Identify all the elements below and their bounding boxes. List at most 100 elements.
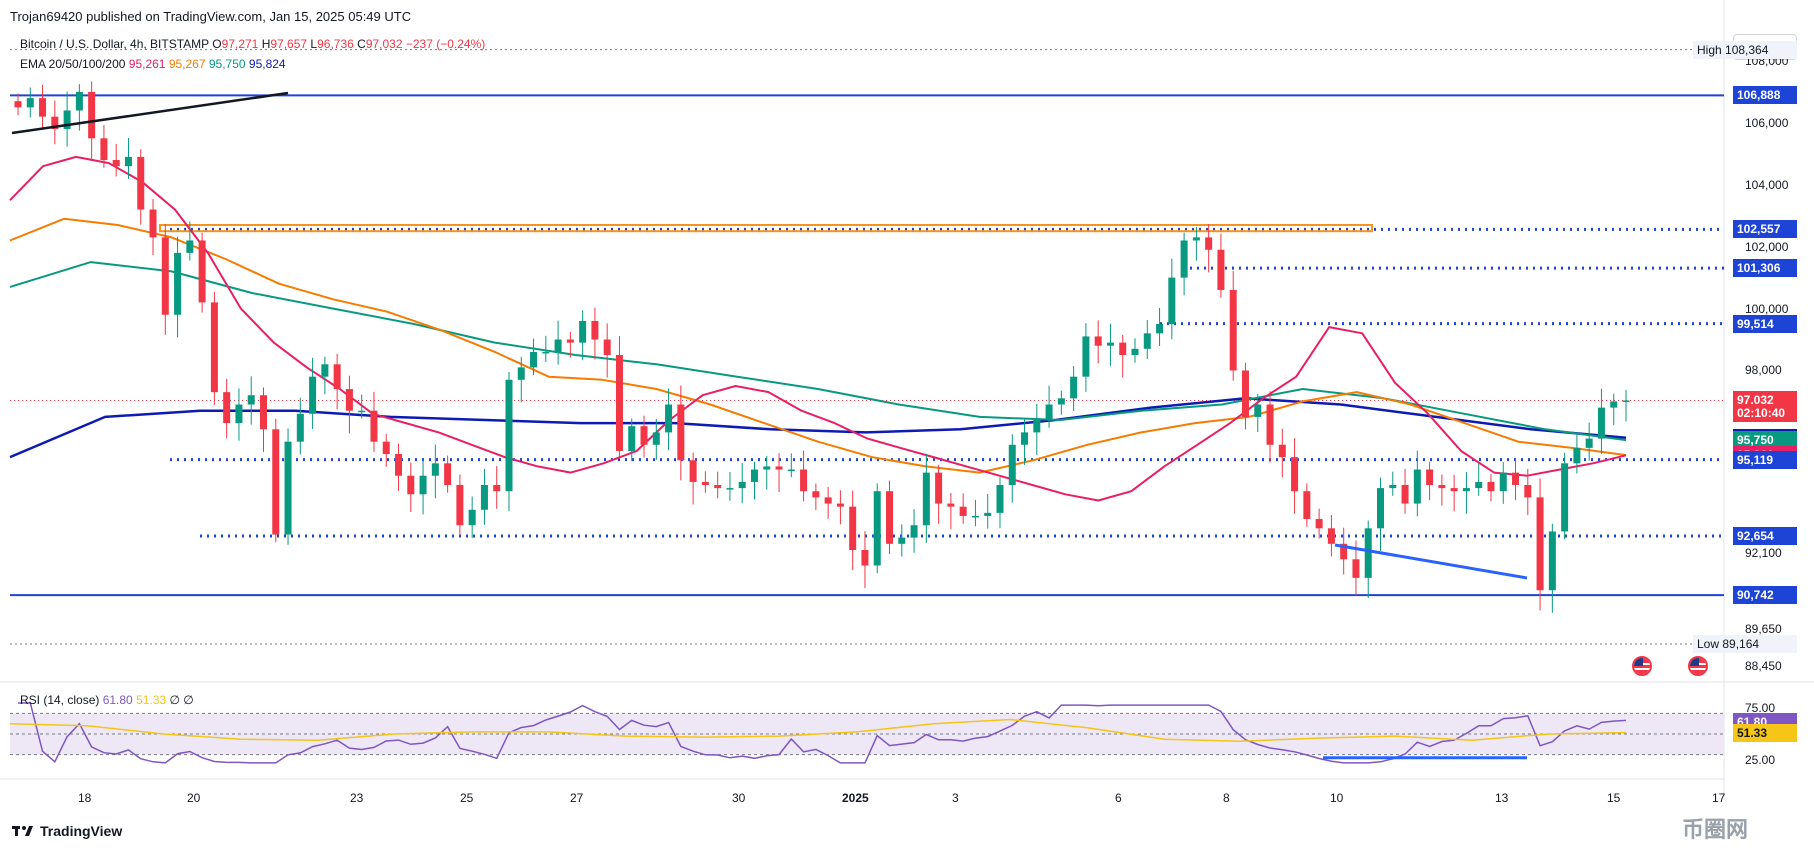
rsi-band <box>10 713 1724 755</box>
ema100-line <box>9 261 1627 442</box>
candle-body <box>1205 237 1213 250</box>
candle-body <box>1070 376 1078 399</box>
candle-body <box>1045 404 1053 420</box>
candle-body <box>345 389 353 411</box>
candle-body <box>615 355 623 451</box>
price-badge[interactable]: 95,119 <box>1733 450 1797 469</box>
candle-body <box>333 364 341 390</box>
us-flag-event-icon[interactable] <box>1632 656 1652 676</box>
ema20-value: 95,261 <box>128 57 166 71</box>
time-tick-label: 27 <box>570 791 584 805</box>
time-tick-label: 17 <box>1712 791 1726 805</box>
candle-body <box>984 512 992 516</box>
candle-body <box>824 497 832 504</box>
ema-legend[interactable]: EMA 20/50/100/200 95,261 95,267 95,750 9… <box>20 57 286 71</box>
candle-body <box>480 485 488 510</box>
candle-body <box>800 469 808 492</box>
candle-body <box>603 339 611 355</box>
low-marker: Low 89,164 <box>1693 634 1797 653</box>
rsi-line <box>18 702 1627 764</box>
time-tick-label: 18 <box>78 791 92 805</box>
candle-body <box>1610 401 1618 408</box>
candle-body <box>996 485 1004 513</box>
candle-body <box>935 472 943 504</box>
candle-body <box>1364 528 1372 578</box>
candle-body <box>1278 444 1286 458</box>
open-value: 97,271 <box>221 37 259 51</box>
candle-body <box>39 98 47 117</box>
candle-body <box>1499 472 1507 492</box>
candle-body <box>836 503 844 507</box>
ema50-value: 95,267 <box>168 57 206 71</box>
rsi-value: 61.80 <box>102 693 133 707</box>
candle-body <box>161 237 169 315</box>
candle-body <box>1548 531 1556 591</box>
candle-body <box>1462 488 1470 492</box>
rsi-ma-badge[interactable]: 51.33 <box>1733 723 1797 742</box>
tradingview-icon <box>12 826 33 836</box>
time-tick-label: 8 <box>1223 791 1230 805</box>
candle-body <box>358 410 366 413</box>
candle-body <box>370 410 378 442</box>
candle-body <box>763 466 771 470</box>
candle-body <box>1266 404 1274 445</box>
candle-body <box>971 515 979 518</box>
close-value: 97,032 <box>365 37 403 51</box>
candle-body <box>738 481 746 489</box>
candle-body <box>947 503 955 507</box>
candle-body <box>14 101 22 108</box>
price-badge[interactable]: 92,654 <box>1733 526 1797 545</box>
time-tick-label: 10 <box>1330 791 1344 805</box>
price-badge[interactable]: 102,557 <box>1733 220 1797 239</box>
candle-body <box>1561 463 1569 532</box>
low-value: 96,736 <box>317 37 354 51</box>
candle-body <box>63 110 71 130</box>
rsi-legend[interactable]: RSI (14, close) 61.80 51.33 ∅ ∅ <box>20 693 194 707</box>
candle-body <box>1119 342 1127 355</box>
candle-body <box>444 463 452 485</box>
candle-body <box>1094 336 1102 346</box>
tradingview-logo[interactable]: TradingView <box>12 823 122 839</box>
rsi-ma-line <box>9 718 1627 742</box>
price-badge[interactable]: 99,514 <box>1733 314 1797 333</box>
candle-body <box>431 463 439 476</box>
rsi-ma-value: 51.33 <box>136 693 167 707</box>
price-badge[interactable]: 90,742 <box>1733 586 1797 605</box>
candle-body <box>210 302 218 393</box>
candle-body <box>701 481 709 485</box>
candle-body <box>174 252 182 315</box>
candle-body <box>652 432 660 445</box>
price-badge[interactable]: 101,306 <box>1733 259 1797 278</box>
candle-body <box>456 485 464 526</box>
candle-body <box>591 320 599 340</box>
candle-body <box>1585 438 1593 448</box>
candle-body <box>296 413 304 442</box>
price-badge[interactable]: 02:10:40 <box>1733 404 1797 423</box>
time-tick-label: 20 <box>187 791 201 805</box>
candle-body <box>1475 481 1483 489</box>
candle-body <box>1512 472 1520 485</box>
candle-body <box>787 469 795 472</box>
candle-body <box>1524 485 1532 498</box>
candle-body <box>223 392 231 424</box>
price-badge[interactable]: 106,888 <box>1733 86 1797 105</box>
price-badge[interactable]: 95,750 <box>1733 431 1797 450</box>
rsi-label: RSI (14, close) <box>20 693 100 707</box>
candle-body <box>1291 457 1299 492</box>
candle-body <box>1082 336 1090 377</box>
price-tick-label: 98,000 <box>1745 363 1782 378</box>
candle-body <box>849 506 857 550</box>
candle-body <box>382 441 390 455</box>
us-flag-event-icon[interactable] <box>1688 656 1708 676</box>
change-value: −237 (−0.24%) <box>405 37 486 51</box>
candle-body <box>1156 324 1164 334</box>
candle-body <box>1315 519 1323 529</box>
price-tick-label: 100,000 <box>1745 301 1789 316</box>
candle-body <box>321 364 329 377</box>
candle-body <box>395 454 403 476</box>
ema-label: EMA 20/50/100/200 <box>20 57 126 71</box>
candle-body <box>812 491 820 498</box>
candle-body <box>505 379 513 492</box>
symbol-name: Bitcoin / U.S. Dollar, 4h, BITSTAMP <box>20 37 209 51</box>
